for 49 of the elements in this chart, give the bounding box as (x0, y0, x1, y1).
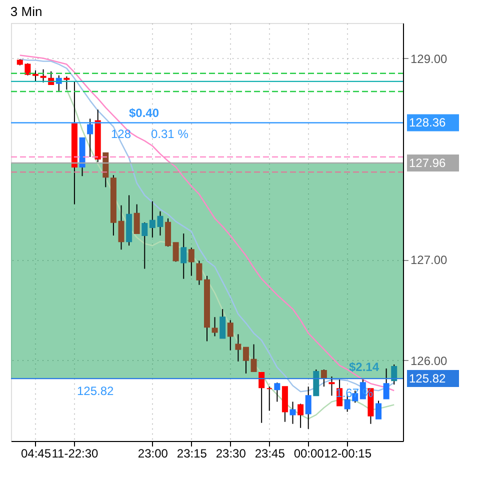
x-tick-label: 04:45 (20, 446, 52, 460)
candlestick (40, 68, 46, 83)
candlestick (227, 320, 234, 351)
x-tick-label: 11-22:30 (52, 446, 99, 460)
annotation: 128 (111, 127, 132, 141)
candlestick (32, 70, 38, 82)
y-tick-label: 127.00 (410, 253, 448, 268)
candlestick (142, 222, 148, 270)
candlestick (320, 368, 327, 388)
x-tick-label: 00:00 (294, 446, 324, 460)
x-tick-label: 12-00:15 (324, 446, 372, 460)
y-tick-label: 126.00 (410, 354, 448, 368)
annotation: 0.31 % (151, 127, 189, 141)
ref-line-label: 127.96 (409, 156, 446, 170)
candlestick (290, 401, 296, 424)
candlestick (328, 376, 335, 396)
candlestick (266, 386, 272, 412)
annotation: $0.40 (129, 106, 160, 120)
x-tick-label: 23:15 (176, 446, 208, 460)
candlestick (220, 308, 226, 339)
candlestick (258, 372, 265, 424)
annotation: 125.82 (77, 384, 114, 398)
candlestick (134, 204, 140, 234)
ref-line-label: 125.82 (409, 372, 446, 386)
candlestick (391, 364, 398, 386)
y-tick-label: 129.00 (410, 52, 448, 66)
candlestick (298, 403, 304, 428)
candlestick (196, 260, 202, 286)
candlestick (235, 334, 242, 362)
candlestick (180, 233, 187, 280)
candlestick (64, 76, 70, 90)
candlestick (87, 118, 94, 158)
chart-title: 3 Min (10, 4, 42, 19)
x-tick-label: 23:00 (138, 446, 168, 460)
candlestick (242, 346, 249, 374)
ref-line-label: 128.36 (409, 116, 446, 130)
x-tick-label: 23:30 (216, 446, 246, 460)
candlestick (376, 400, 382, 420)
candlestick (383, 368, 390, 400)
candlestick (165, 218, 172, 248)
candlestick (274, 382, 280, 402)
line-series (66, 88, 395, 420)
candlestick (305, 386, 312, 430)
candlestick (188, 247, 194, 276)
annotation: $2.14 (348, 360, 380, 374)
candlestick (212, 316, 218, 337)
candlestick (172, 242, 179, 262)
candlestick (250, 344, 257, 372)
x-tick-label: 23:45 (254, 446, 286, 460)
